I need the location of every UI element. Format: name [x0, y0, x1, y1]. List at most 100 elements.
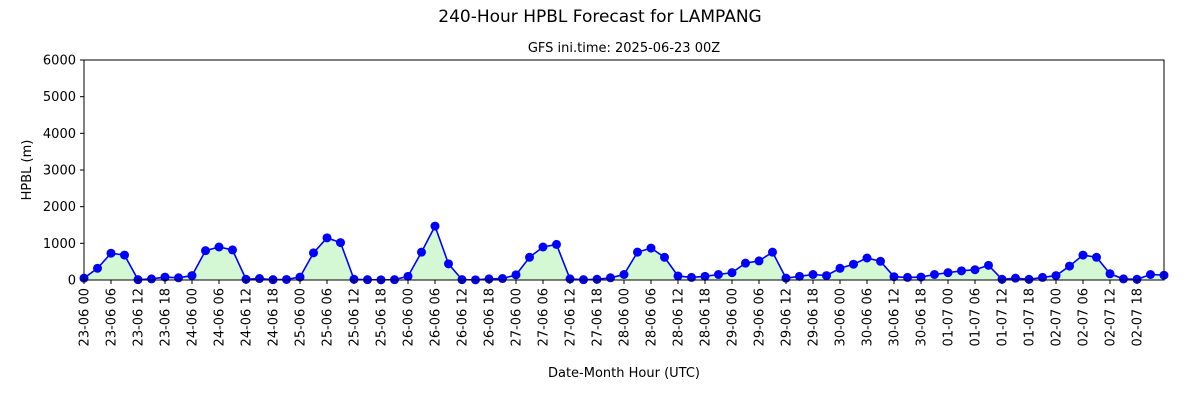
hpbl-data-point [619, 270, 629, 279]
hpbl-data-point [876, 256, 885, 266]
hpbl-data-point [741, 258, 750, 268]
x-tick-label: 24-06 00 [186, 288, 201, 346]
chart-subtitle: GFS ini.time: 2025-06-23 00Z [528, 41, 720, 56]
x-tick-label: 26-06 06 [429, 288, 444, 346]
hpbl-data-point [417, 247, 426, 257]
hpbl-data-point [511, 270, 521, 280]
x-tick-label: 02-07 18 [1131, 288, 1146, 346]
hpbl-data-point [646, 243, 656, 253]
hpbl-data-point [633, 247, 642, 257]
x-tick-label: 27-06 00 [510, 288, 525, 346]
x-tick-label: 01-07 06 [969, 288, 984, 346]
hpbl-data-point [849, 259, 858, 269]
x-tick-label: 29-06 12 [780, 288, 795, 346]
hpbl-data-point [1146, 270, 1155, 279]
hpbl-data-point [1024, 274, 1034, 284]
hpbl-data-point [700, 271, 710, 281]
hpbl-data-point [835, 263, 845, 273]
hpbl-data-point [484, 274, 494, 284]
hpbl-data-point [957, 266, 966, 276]
x-tick-label: 28-06 12 [672, 288, 687, 346]
x-tick-label: 29-06 00 [726, 288, 741, 346]
hpbl-data-point [984, 260, 993, 270]
y-axis-label: HPBL (m) [20, 140, 35, 201]
hpbl-data-point [430, 221, 440, 231]
hpbl-data-point [1078, 250, 1088, 260]
x-tick-label: 29-06 18 [807, 288, 822, 346]
y-tick-label: 6000 [43, 54, 76, 69]
hpbl-data-point [93, 263, 102, 273]
x-tick-label: 30-06 00 [834, 288, 849, 346]
hpbl-data-point [1011, 273, 1020, 283]
hpbl-data-point [525, 252, 534, 262]
hpbl-data-point [727, 268, 737, 278]
hpbl-data-point [147, 274, 156, 284]
hpbl-data-point [673, 271, 683, 281]
hpbl-data-point [1051, 271, 1061, 281]
x-tick-label: 01-07 00 [942, 288, 957, 346]
x-tick-label: 23-06 06 [105, 288, 120, 346]
y-tick-label: 4000 [43, 127, 76, 142]
x-tick-label: 02-07 00 [1050, 288, 1065, 346]
hpbl-data-point [687, 272, 696, 282]
x-tick-label: 30-06 18 [915, 288, 930, 346]
x-tick-label: 24-06 06 [213, 288, 228, 346]
x-tick-label: 24-06 18 [267, 288, 282, 346]
hpbl-data-point [889, 272, 899, 282]
hpbl-data-point [970, 265, 980, 275]
x-tick-label: 23-06 18 [159, 288, 174, 346]
hpbl-data-point [498, 274, 507, 284]
x-tick-label: 01-07 18 [1023, 288, 1038, 346]
hpbl-data-point [1132, 274, 1142, 284]
hpbl-data-point [322, 233, 332, 243]
hpbl-data-point [255, 274, 264, 284]
hpbl-data-point [1119, 274, 1128, 284]
hpbl-data-point [1065, 261, 1074, 271]
hpbl-data-point [808, 270, 818, 279]
plot-area [79, 221, 1169, 285]
hpbl-data-point [660, 252, 669, 262]
x-axis: 23-06 00 23-06 06 23-06 12 23-06 18 24-06 00… [78, 280, 1146, 346]
hpbl-data-point [1092, 252, 1101, 262]
hpbl-data-point [592, 274, 602, 284]
hpbl-data-point [1038, 272, 1047, 282]
hpbl-data-point [552, 239, 561, 249]
hpbl-data-point [214, 242, 224, 252]
hpbl-data-point [565, 274, 575, 284]
x-axis-label: Date-Month Hour (UTC) [548, 366, 700, 381]
hpbl-data-point [606, 273, 615, 283]
x-tick-label: 30-06 12 [888, 288, 903, 346]
x-tick-label: 30-06 06 [861, 288, 876, 346]
x-tick-label: 02-07 12 [1104, 288, 1119, 346]
hpbl-data-point [241, 274, 251, 284]
hpbl-data-point [538, 242, 548, 252]
x-tick-label: 01-07 12 [996, 288, 1011, 346]
y-axis: 0 1000 2000 3000 4000 5000 6000 [43, 54, 84, 289]
y-tick-label: 0 [68, 274, 76, 289]
hpbl-data-point [336, 238, 345, 248]
x-tick-label: 27-06 18 [591, 288, 606, 346]
x-tick-label: 27-06 06 [537, 288, 552, 346]
y-tick-label: 1000 [43, 237, 76, 252]
x-tick-label: 28-06 00 [618, 288, 633, 346]
hpbl-data-point [282, 274, 291, 284]
x-tick-label: 25-06 12 [348, 288, 363, 346]
hpbl-data-point [106, 248, 116, 258]
x-tick-label: 24-06 12 [240, 288, 255, 346]
hpbl-data-point [822, 271, 831, 281]
hpbl-data-point [295, 272, 305, 282]
x-tick-label: 23-06 12 [132, 288, 147, 346]
hpbl-data-point [160, 272, 170, 282]
hpbl-data-point [768, 247, 777, 257]
hpbl-data-point [997, 274, 1007, 284]
hpbl-data-point [403, 271, 413, 281]
hpbl-data-point [930, 270, 939, 279]
hpbl-data-point [187, 271, 197, 281]
hpbl-data-point [903, 272, 912, 282]
x-tick-label: 28-06 18 [699, 288, 714, 346]
x-tick-label: 28-06 06 [645, 288, 660, 346]
x-tick-label: 27-06 12 [564, 288, 579, 346]
x-tick-label: 25-06 18 [375, 288, 390, 346]
hpbl-data-point [201, 246, 210, 256]
